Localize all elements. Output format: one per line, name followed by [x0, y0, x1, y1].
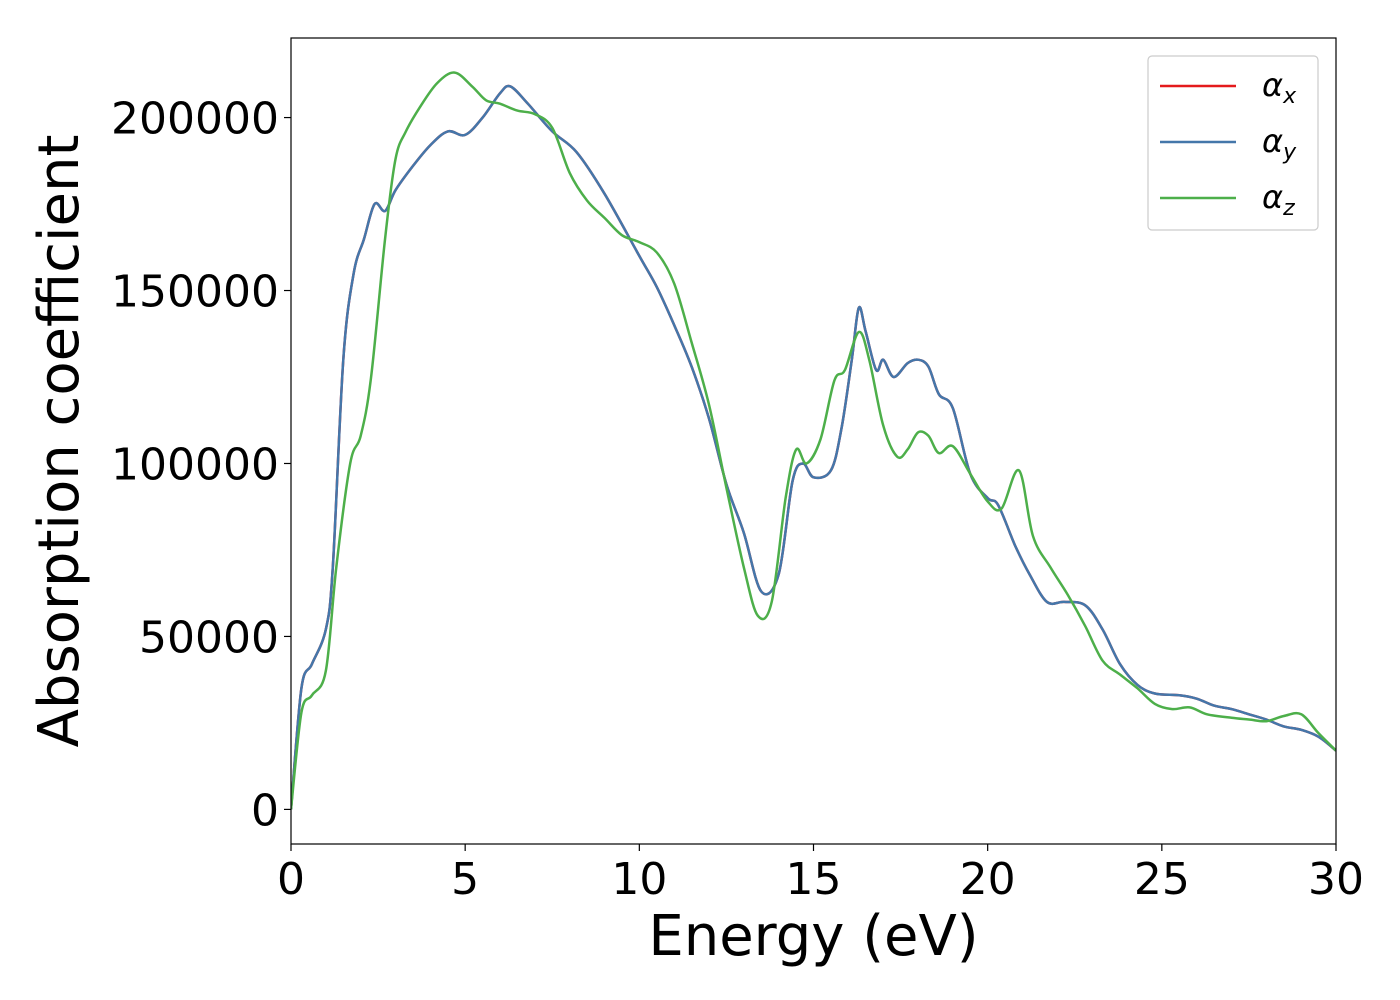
y-axis-label: Absorption coefficient [27, 135, 92, 748]
legend-label-alpha-x: αx [1262, 66, 1297, 109]
x-tick-label: 25 [1134, 854, 1190, 905]
x-tick-label: 15 [786, 854, 842, 905]
y-tick-label: 100000 [111, 439, 279, 490]
series-line-alpha-z [291, 71, 1336, 810]
y-tick-label: 200000 [111, 94, 279, 145]
x-tick-label: 10 [611, 854, 667, 905]
x-tick-label: 30 [1308, 854, 1364, 905]
y-axis-ticks: 0 50000 100000 150000 200000 [111, 94, 291, 836]
legend-label-alpha-y: αy [1262, 122, 1297, 165]
x-tick-label: 20 [960, 854, 1016, 905]
series-layer [291, 71, 1336, 810]
y-tick-label: 0 [251, 785, 279, 836]
x-tick-label: 0 [277, 854, 305, 905]
x-axis-ticks: 0 5 10 15 20 25 30 [277, 844, 1364, 905]
x-tick-label: 5 [451, 854, 479, 905]
legend: αx αy αz [1147, 55, 1319, 231]
series-line-alpha-y [291, 84, 1336, 810]
y-tick-label: 150000 [111, 267, 279, 318]
y-tick-label: 50000 [139, 612, 279, 663]
x-axis-label: Energy (eV) [648, 904, 978, 969]
legend-label-alpha-z: αz [1262, 178, 1295, 221]
